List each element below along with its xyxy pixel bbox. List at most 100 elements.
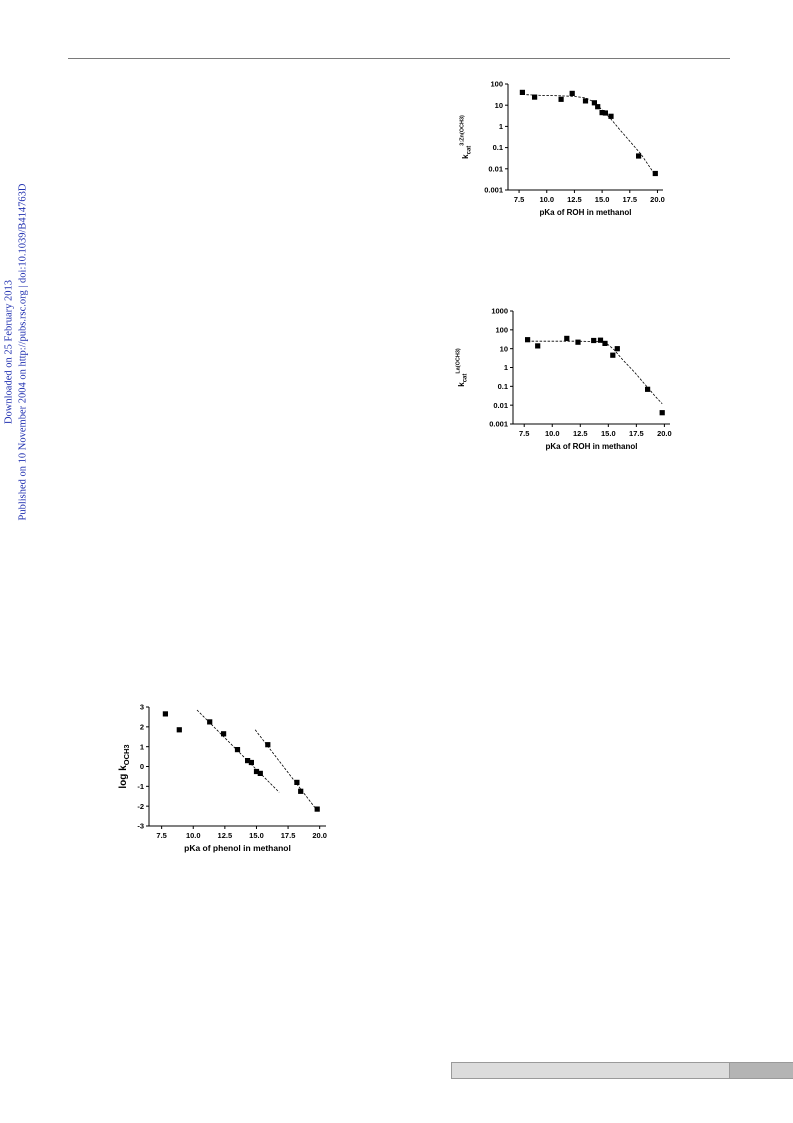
y-axis-label-sup: 3:Zn(OCH3) — [460, 115, 466, 146]
y-axis-label-main: k — [457, 382, 466, 387]
data-point — [314, 806, 320, 812]
y-tick-label: 0.01 — [493, 401, 508, 410]
x-tick-label: 20.0 — [312, 831, 327, 840]
data-point — [602, 110, 608, 116]
y-axis-label-main: log k — [118, 765, 129, 789]
header-rule — [68, 58, 730, 59]
data-point — [248, 759, 254, 766]
x-tick-label: 7.5 — [514, 195, 524, 204]
data-point — [265, 742, 271, 748]
data-point — [591, 100, 597, 106]
x-axis-label: pKa of ROH in methanol — [540, 208, 632, 217]
data-point — [614, 346, 620, 352]
y-tick-label: 3 — [140, 703, 144, 712]
chart-la-kcat-svg: 7.5 10.0 12.5 15.0 17.5 20.0 0.001 0.01 0.1 1 10 10… — [456, 307, 672, 451]
data-point — [591, 337, 597, 344]
data-point — [636, 153, 642, 159]
data-point — [582, 98, 589, 104]
y-axis-label-sub: cat — [467, 146, 473, 155]
data-point — [257, 770, 263, 776]
x-tick-label: 20.0 — [650, 195, 665, 204]
y-tick-label: 0.01 — [488, 164, 503, 173]
y-tick-label: 0.1 — [498, 382, 508, 391]
x-tick-label: 17.5 — [629, 429, 644, 438]
data-point — [575, 339, 581, 345]
data-point — [569, 90, 575, 96]
y-axis-label-sub: cat — [463, 374, 469, 383]
data-point — [595, 104, 601, 110]
data-point — [294, 779, 300, 785]
y-tick-label: -3 — [137, 822, 144, 831]
y-tick-label: 100 — [495, 325, 508, 334]
chart-zn-kcat: 7.5 10.0 12.5 15.0 17.5 20.0 0.001 0.01 0.1 1 10 10… — [455, 78, 685, 226]
x-tick-label: 10.0 — [539, 195, 554, 204]
data-point — [652, 170, 658, 177]
footer-bar — [451, 1062, 730, 1079]
data-point — [645, 386, 651, 392]
data-point — [532, 94, 538, 100]
x-tick-label: 7.5 — [519, 429, 529, 438]
y-axis-label-sup: La(OCH3) — [456, 348, 462, 374]
y-tick-label: 10 — [495, 101, 503, 110]
y-tick-label: 1 — [499, 122, 503, 131]
fit-line — [254, 729, 319, 813]
y-tick-label: 2 — [140, 722, 144, 731]
y-tick-label: 0.001 — [484, 186, 503, 195]
fit-line — [527, 340, 663, 404]
y-tick-label: 0 — [140, 762, 144, 771]
fit-line — [522, 94, 656, 176]
margin-note-line-1: Downloaded on 25 February 2013 — [3, 279, 15, 425]
y-axis-label: kcat3:Zn(OCH3) — [460, 115, 473, 159]
data-point — [659, 410, 665, 416]
chart-log-k-phenol: 7.5 10.0 12.5 15.0 17.5 20.0 -3 -2 -1 0 1 2 3 pKa of … — [112, 700, 337, 870]
chart-zn-kcat-svg: 7.5 10.0 12.5 15.0 17.5 20.0 0.001 0.01 0.1 1 10 10… — [460, 80, 665, 217]
data-point — [162, 711, 168, 717]
footer-page-tab — [730, 1062, 793, 1079]
y-tick-label: 1 — [140, 742, 144, 751]
data-point — [599, 110, 605, 116]
data-point — [519, 89, 525, 95]
y-tick-label: 1000 — [491, 307, 508, 316]
x-tick-label: 20.0 — [657, 429, 672, 438]
y-axis-label: kcatLa(OCH3) — [456, 348, 469, 387]
data-point — [207, 719, 213, 725]
data-point — [602, 340, 608, 346]
y-tick-label: 0.1 — [493, 143, 503, 152]
y-tick-label: -2 — [137, 802, 144, 811]
x-tick-label: 17.5 — [622, 195, 637, 204]
data-point — [610, 352, 616, 358]
y-axis-label-main: k — [461, 154, 470, 159]
data-point — [564, 335, 570, 341]
y-tick-label: 10 — [500, 344, 508, 353]
x-tick-label: 12.5 — [567, 195, 582, 204]
y-tick-label: 100 — [490, 80, 503, 89]
x-axis-label: pKa of phenol in methanol — [184, 843, 291, 853]
x-tick-label: 12.5 — [218, 831, 233, 840]
x-tick-label: 12.5 — [573, 429, 588, 438]
x-tick-label: 15.0 — [601, 429, 616, 438]
data-point — [525, 337, 531, 343]
data-point — [608, 113, 614, 119]
data-point — [234, 747, 241, 753]
margin-note-line-2: Published on 10 November 2004 on http://… — [17, 183, 28, 521]
data-point — [298, 788, 304, 794]
y-axis-label-sub: OCH3 — [122, 744, 131, 765]
x-axis-label: pKa of ROH in methanol — [546, 442, 638, 451]
data-point — [176, 727, 182, 733]
x-tick-label: 7.5 — [156, 831, 166, 840]
x-tick-label: 15.0 — [249, 831, 264, 840]
x-tick-label: 17.5 — [281, 831, 296, 840]
chart-la-kcat: 7.5 10.0 12.5 15.0 17.5 20.0 0.001 0.01 0.1 1 10 10… — [452, 306, 687, 454]
data-point — [221, 731, 227, 737]
data-point — [558, 96, 564, 102]
y-tick-label: 1 — [504, 363, 508, 372]
data-point — [535, 343, 541, 349]
y-tick-label: 0.001 — [489, 420, 508, 429]
data-point — [253, 768, 260, 775]
chart-log-k-phenol-svg: 7.5 10.0 12.5 15.0 17.5 20.0 -3 -2 -1 0 1 2 3 pKa of … — [118, 703, 327, 853]
data-point — [245, 758, 251, 764]
y-tick-label: -1 — [137, 782, 144, 791]
x-tick-label: 15.0 — [595, 195, 610, 204]
x-tick-label: 10.0 — [545, 429, 560, 438]
x-tick-label: 10.0 — [186, 831, 201, 840]
